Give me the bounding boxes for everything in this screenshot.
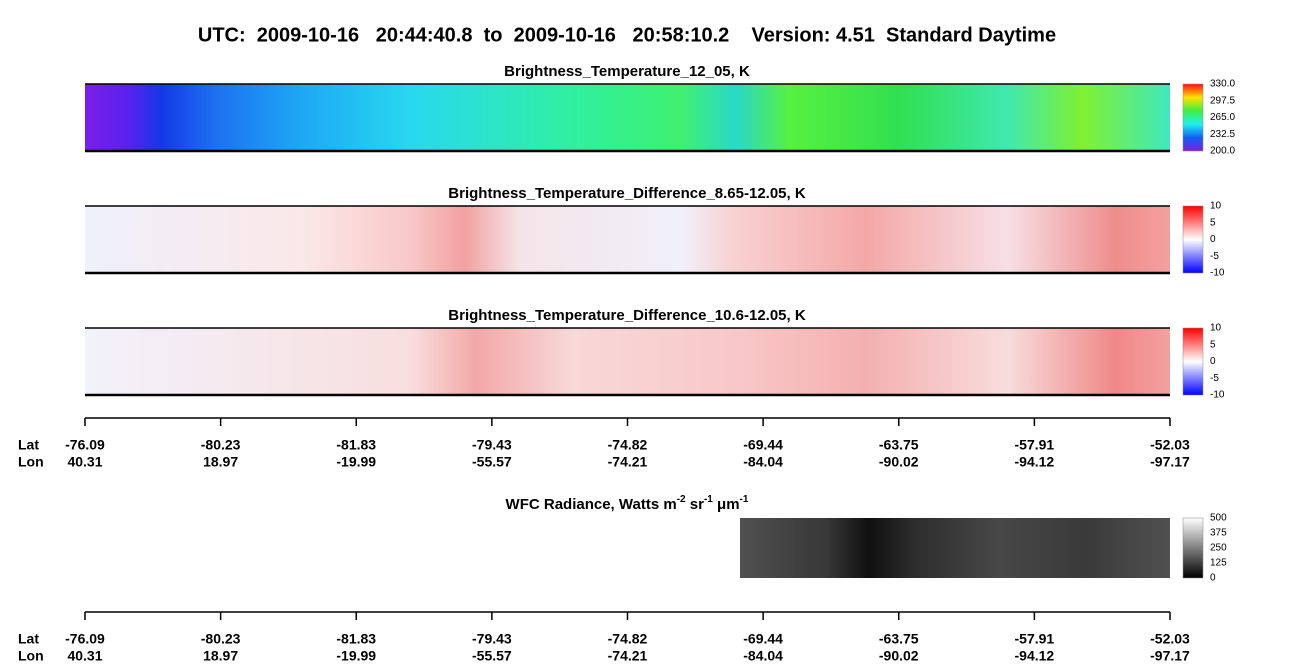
wfc-title: WFC Radiance, Watts m-2 sr-1 μm-1 bbox=[506, 494, 749, 513]
axis-label: Lat bbox=[18, 631, 39, 647]
colorbar-label: 5 bbox=[1210, 339, 1216, 350]
lat-label: -79.43 bbox=[472, 437, 512, 453]
lon-label: -97.17 bbox=[1150, 454, 1190, 470]
colorbar-label: 265.0 bbox=[1210, 112, 1235, 123]
lat-label: -76.09 bbox=[65, 437, 105, 453]
lon-label: -84.04 bbox=[743, 648, 783, 664]
lat-label: -69.44 bbox=[743, 631, 783, 647]
lat-label: -52.03 bbox=[1150, 631, 1190, 647]
colorbar-label: 0 bbox=[1210, 573, 1216, 584]
lon-label: -74.21 bbox=[608, 648, 648, 664]
lat-label: -80.23 bbox=[201, 631, 241, 647]
title-part: -2 bbox=[677, 494, 686, 505]
lat-label: -63.75 bbox=[879, 437, 919, 453]
lon-label: 18.97 bbox=[203, 454, 238, 470]
colorbar bbox=[1182, 83, 1204, 152]
panel-image bbox=[85, 328, 1170, 395]
title-part: sr bbox=[686, 496, 705, 513]
lon-label: -84.04 bbox=[743, 454, 783, 470]
wfc-image bbox=[740, 518, 1170, 578]
lon-label: 18.97 bbox=[203, 648, 238, 664]
colorbar-label: 250 bbox=[1210, 543, 1227, 554]
lon-label: -94.12 bbox=[1015, 454, 1055, 470]
lon-label: -19.99 bbox=[336, 454, 376, 470]
lat-label: -76.09 bbox=[65, 631, 105, 647]
title-part: -1 bbox=[740, 494, 749, 505]
title-part: WFC Radiance, Watts m bbox=[506, 496, 677, 513]
axis-label: Lon bbox=[18, 454, 44, 470]
title-part: -1 bbox=[704, 494, 713, 505]
lat-label: -81.83 bbox=[336, 437, 376, 453]
lat-label: -79.43 bbox=[472, 631, 512, 647]
colorbar-label: 0 bbox=[1210, 234, 1216, 245]
lon-label: -90.02 bbox=[879, 648, 919, 664]
colorbar bbox=[1182, 205, 1204, 274]
axis-label: Lon bbox=[18, 648, 44, 664]
lat-label: -52.03 bbox=[1150, 437, 1190, 453]
colorbar-label: 125 bbox=[1210, 558, 1227, 569]
lat-label: -81.83 bbox=[336, 631, 376, 647]
colorbar-label: 10 bbox=[1210, 201, 1222, 212]
colorbar-label: 297.5 bbox=[1210, 95, 1235, 106]
lat-label: -74.82 bbox=[608, 437, 648, 453]
lon-label: -94.12 bbox=[1015, 648, 1055, 664]
lon-label: -90.02 bbox=[879, 454, 919, 470]
colorbar-label: 200.0 bbox=[1210, 146, 1235, 157]
lon-label: 40.31 bbox=[67, 648, 102, 664]
colorbar-label: 0 bbox=[1210, 356, 1216, 367]
colorbar bbox=[1182, 327, 1204, 396]
colorbar-label: -5 bbox=[1210, 373, 1219, 384]
colorbar-label: -5 bbox=[1210, 251, 1219, 262]
lat-label: -69.44 bbox=[743, 437, 783, 453]
colorbar-label: -10 bbox=[1210, 268, 1225, 279]
lon-label: -19.99 bbox=[336, 648, 376, 664]
lon-label: -97.17 bbox=[1150, 648, 1190, 664]
lon-label: -55.57 bbox=[472, 648, 512, 664]
colorbar-label: -10 bbox=[1210, 390, 1225, 401]
colorbar-label: 375 bbox=[1210, 528, 1227, 539]
panel-image bbox=[85, 84, 1170, 151]
lat-label: -57.91 bbox=[1015, 631, 1055, 647]
panel-title: Brightness_Temperature_12_05, K bbox=[504, 63, 750, 80]
page-title: UTC: 2009-10-16 20:44:40.8 to 2009-10-16… bbox=[198, 24, 1056, 46]
colorbar-label: 500 bbox=[1210, 513, 1227, 524]
panel-title: Brightness_Temperature_Difference_8.65-1… bbox=[448, 185, 806, 202]
title-part: μm bbox=[713, 496, 740, 513]
colorbar-label: 232.5 bbox=[1210, 129, 1235, 140]
colorbar-label: 330.0 bbox=[1210, 79, 1235, 90]
lat-label: -57.91 bbox=[1015, 437, 1055, 453]
lon-label: -74.21 bbox=[608, 454, 648, 470]
axis-label: Lat bbox=[18, 437, 39, 453]
lon-label: -55.57 bbox=[472, 454, 512, 470]
colorbar-label: 5 bbox=[1210, 217, 1216, 228]
panel-title: Brightness_Temperature_Difference_10.6-1… bbox=[448, 307, 806, 324]
wfc-colorbar bbox=[1182, 517, 1204, 579]
panel-image bbox=[85, 206, 1170, 273]
lat-label: -74.82 bbox=[608, 631, 648, 647]
colorbar-label: 10 bbox=[1210, 323, 1222, 334]
lat-label: -63.75 bbox=[879, 631, 919, 647]
lat-label: -80.23 bbox=[201, 437, 241, 453]
lon-label: 40.31 bbox=[67, 454, 102, 470]
